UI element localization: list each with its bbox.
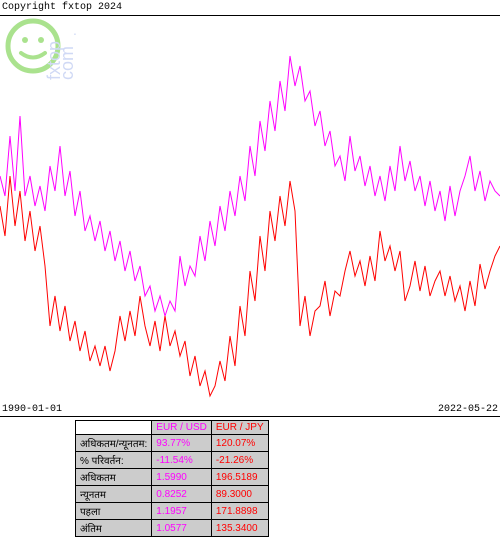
row-value-series1: 93.77% [152,435,212,452]
stats-table: EUR / USD EUR / JPY अधिकतम/न्यूनतम:93.77… [75,420,269,537]
line-chart [0,16,500,416]
row-value-series1: 1.1957 [152,503,212,520]
row-value-series2: 196.5189 [211,469,268,486]
table-row: अधिकतम/न्यूनतम:93.77%120.07% [76,435,269,452]
row-label: % परिवर्तन: [76,452,152,469]
table-row: % परिवर्तन:-11.54%-21.26% [76,452,269,469]
row-value-series2: 171.8898 [211,503,268,520]
row-value-series2: -21.26% [211,452,268,469]
chart-line [0,176,500,396]
row-value-series1: 1.0577 [152,520,212,537]
series2-header: EUR / JPY [211,421,268,435]
table-header-row: EUR / USD EUR / JPY [76,421,269,435]
table-row: अंतिम1.0577135.3400 [76,520,269,537]
x-axis-end-date: 2022-05-22 [438,404,498,415]
row-label: पहला [76,503,152,520]
row-label: अंतिम [76,520,152,537]
table-row: पहला1.1957171.8898 [76,503,269,520]
x-axis-start-date: 1990-01-01 [2,404,62,415]
row-label: अधिकतम [76,469,152,486]
chart-area [0,15,500,417]
row-value-series2: 135.3400 [211,520,268,537]
table-row: अधिकतम1.5990196.5189 [76,469,269,486]
row-value-series1: -11.54% [152,452,212,469]
blank-header [76,421,152,435]
row-label: अधिकतम/न्यूनतम: [76,435,152,452]
row-value-series2: 120.07% [211,435,268,452]
row-value-series1: 1.5990 [152,469,212,486]
series1-header: EUR / USD [152,421,212,435]
